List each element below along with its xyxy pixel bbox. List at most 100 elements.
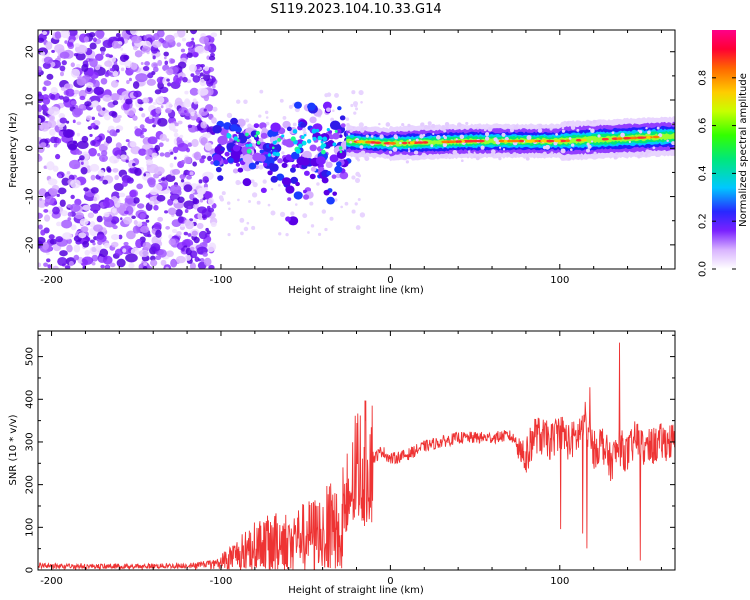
spectrogram-band-halo (473, 155, 477, 159)
snr-xtick-label: -100 (210, 576, 233, 587)
spectrogram-noise-blob (103, 212, 110, 218)
spectrogram-noise-blob (204, 44, 212, 51)
spectrogram-noise-blob (125, 139, 130, 143)
spectrogram-noise-blob (190, 190, 195, 194)
spectrogram-noise-blob (133, 219, 138, 225)
spectrogram-band-halo (466, 156, 470, 159)
spectrogram-noise-blob (88, 147, 97, 157)
spectrogram-noise-blob (134, 50, 143, 58)
spectrogram-noise-blob (54, 31, 62, 39)
spectrogram-noise-blob (59, 51, 70, 59)
spectrogram-band-halo (399, 153, 403, 157)
spectrogram-noise-blob (67, 217, 72, 221)
spectrogram-noise-blob (47, 178, 58, 186)
spectrogram-noise-blob (47, 106, 60, 116)
spectrogram-noise-blob (203, 65, 210, 72)
spectrogram-noise-blob (141, 46, 151, 53)
spectrogram-noise-blob (88, 32, 96, 38)
spectrogram-noise-blob (83, 187, 89, 192)
spectrogram-noise-blob (78, 89, 87, 99)
spectrogram-band-hotspot (646, 136, 651, 139)
spectrogram-noise-blob (146, 72, 154, 79)
spectrogram-noise-blob (189, 262, 197, 269)
spectrogram-noise-blob (194, 256, 200, 262)
spectrogram-noise-blob (72, 108, 82, 118)
spectrogram-noise-blob (156, 96, 165, 104)
spectrogram-faint-dot (346, 123, 350, 127)
snr-ytick-label: 0 (25, 567, 36, 573)
spectrogram-noise-blob (89, 246, 101, 256)
spectrogram-noise-blob (155, 229, 162, 238)
spectrogram-noise-blob (202, 133, 208, 138)
spectrogram-signal-core (321, 149, 326, 155)
spectrogram-band-halo (475, 156, 480, 161)
spectrogram-faint-dot (334, 92, 339, 98)
spectrogram-noise-blob (150, 109, 157, 117)
spectrogram-noise-blob (193, 151, 202, 161)
spectrogram-faint-dot (248, 199, 251, 203)
spectrogram-noise-blob (132, 45, 138, 51)
spectrogram-band-halo (441, 125, 446, 130)
spectrogram-noise-blob (120, 47, 124, 51)
spectrogram-signal-core (233, 136, 238, 141)
spectrogram-signal-blob (302, 150, 312, 160)
spectrogram-noise-blob (119, 245, 133, 255)
spectrogram-noise-blob (50, 87, 58, 95)
spectrogram-band-halo (407, 150, 411, 153)
spectrogram-noise-blob (144, 116, 155, 124)
spectrogram-noise-blob (174, 122, 179, 127)
spectrogram-faint-dot (354, 202, 358, 206)
spectrogram-noise-blob (189, 171, 194, 176)
spectrogram-noise-blob (46, 258, 51, 263)
spectrogram-faint-dot (279, 211, 286, 217)
spectrogram-band-halo (364, 156, 370, 162)
spectrogram-noise-blob (55, 236, 63, 243)
spectrogram-faint-dot (354, 177, 361, 183)
spectrogram-band-halo (359, 145, 364, 149)
spectrogram-noise-blob (149, 189, 159, 196)
spectrogram-noise-blob (203, 183, 208, 189)
spectrogram-noise-blob (84, 249, 91, 256)
spectrogram-noise-blob (187, 205, 192, 210)
spectrogram-noise-blob (165, 266, 169, 269)
spectrogram-signal-blob (303, 170, 310, 176)
spectrogram-band-halo (490, 149, 496, 154)
spectrogram-signal-blob (309, 144, 317, 152)
spectrogram-noise-blob (58, 126, 64, 130)
spectrogram-noise-blob (148, 114, 153, 120)
spectrogram-noise-blob (97, 240, 103, 246)
spectrogram-noise-blob (142, 265, 148, 269)
spectrogram-noise-blob (131, 35, 142, 44)
spectrogram-noise-blob (82, 265, 86, 269)
spectrogram-noise-blob (190, 111, 195, 117)
snr-series-line (38, 342, 675, 570)
spectrogram-band-halo (656, 126, 660, 130)
spectrogram-noise-blob (66, 120, 70, 124)
spectrogram-faint-dot (359, 212, 366, 218)
spectrogram-noise-blob (116, 258, 126, 268)
snr-ytick-label: 400 (25, 390, 36, 409)
spectrogram-band-halo (360, 150, 366, 156)
spectrogram-signal-blob (281, 162, 288, 168)
spectrogram-noise-blob (60, 86, 66, 91)
spectrogram-noise-blob (157, 59, 163, 66)
spectrogram-noise-blob (158, 179, 162, 183)
spectrogram-band-halo (620, 132, 625, 138)
spectrogram-ytick-label: -10 (25, 188, 36, 204)
spectrogram-noise-blob (153, 166, 165, 175)
spectrogram-band-hotspot (603, 137, 609, 141)
spectrogram-noise-blob (153, 204, 159, 211)
spectrogram-noise-blob (89, 203, 101, 212)
spectrogram-noise-blob (93, 196, 98, 202)
spectrogram-band-halo (444, 153, 449, 158)
spectrogram-noise-blob (187, 142, 193, 147)
spectrogram-noise-blob (138, 249, 149, 258)
spectrogram-noise-blob (136, 183, 143, 190)
spectrogram-noise-blob (198, 107, 209, 116)
spectrogram-noise-blob (168, 122, 176, 131)
spectrogram-band-hotspot (478, 139, 484, 143)
spectrogram-noise-blob (40, 51, 46, 56)
spectrogram-noise-blob (165, 101, 173, 110)
spectrogram-faint-dot (277, 184, 281, 187)
spectrogram-signal-blob (217, 175, 224, 181)
